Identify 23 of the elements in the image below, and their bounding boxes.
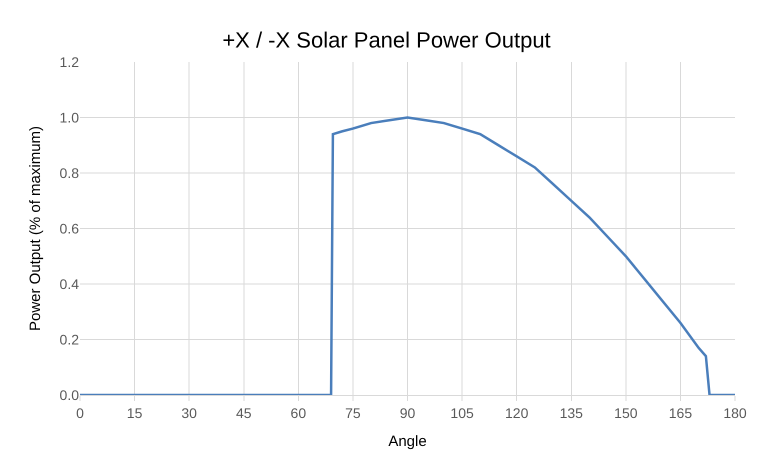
y-tick-label: 0.8 [60, 164, 80, 181]
chart-title: +X / -X Solar Panel Power Output [222, 27, 551, 52]
x-tick-label: 60 [290, 404, 306, 421]
y-tick-label: 0.2 [60, 331, 80, 348]
y-axis-title: Power Output (% of maximum) [26, 126, 44, 332]
y-tick-label: 1.2 [60, 54, 80, 70]
x-axis-title: Angle [388, 432, 427, 450]
x-tick-label: 0 [76, 404, 84, 421]
y-tick-label: 0.6 [60, 220, 80, 236]
y-tick-label: 0.0 [60, 386, 80, 403]
y-tick-label: 1.0 [60, 109, 80, 126]
x-tick-label: 90 [400, 404, 416, 421]
x-tick-label: 120 [504, 404, 529, 421]
x-tick-label: 165 [668, 404, 692, 421]
x-tick-label: 45 [236, 404, 252, 421]
x-tick-label: 180 [723, 404, 747, 421]
x-tick-label: 135 [560, 404, 584, 421]
x-tick-label: 75 [345, 404, 361, 421]
y-tick-label: 0.4 [60, 276, 80, 292]
x-tick-label: 150 [614, 404, 638, 421]
x-tick-label: 15 [126, 404, 143, 421]
x-tick-label: 105 [450, 404, 474, 421]
x-tick-label: 30 [181, 404, 198, 421]
